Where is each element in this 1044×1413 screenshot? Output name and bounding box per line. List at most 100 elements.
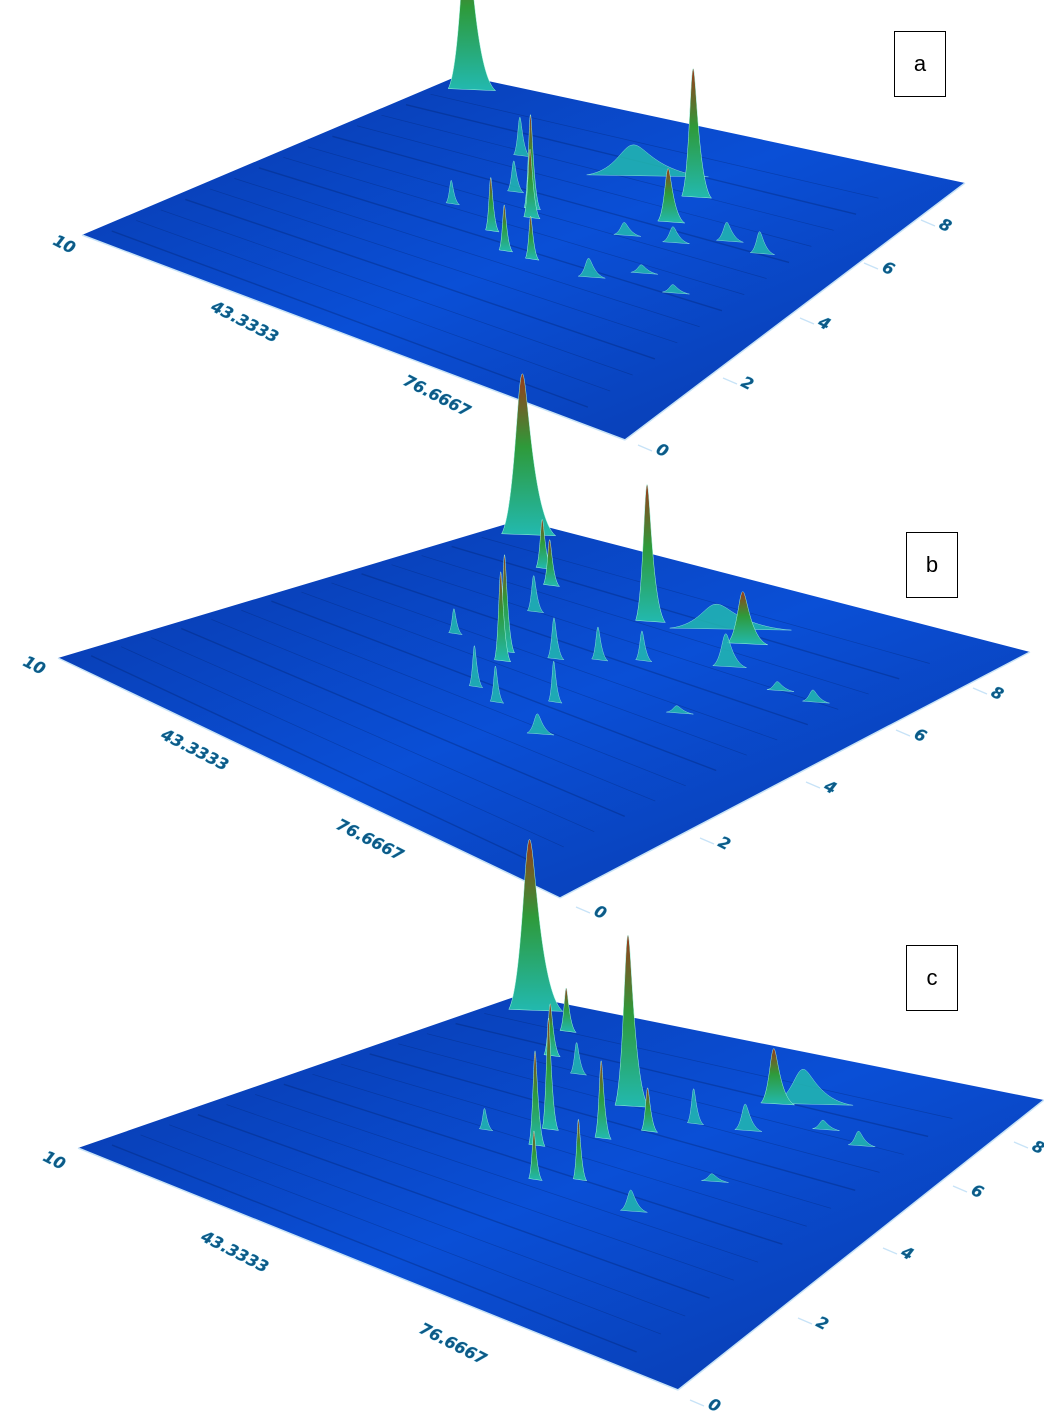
peak-mark <box>485 177 500 233</box>
peak-mark <box>572 1119 588 1182</box>
peak-mark <box>812 1119 840 1131</box>
y-tick-label: 8 <box>936 214 955 236</box>
y-tick-label: 8 <box>1029 1136 1044 1158</box>
y-tick-label: 2 <box>738 372 757 394</box>
panel-label-b: b <box>906 532 958 598</box>
y-tick-mark <box>972 687 988 695</box>
peak-mark <box>620 1189 648 1213</box>
y-tick-label: 4 <box>814 312 833 334</box>
peak-mark <box>594 1060 612 1140</box>
peak-mark <box>528 1050 546 1147</box>
chart-panel-a: 10 43.3333 76.6667 0 2 4 6 8 a <box>0 0 1044 470</box>
y-tick-label: 4 <box>820 776 839 798</box>
peak-mark <box>578 257 606 279</box>
peak-mark <box>662 226 690 245</box>
y-tick-label: 6 <box>879 257 898 279</box>
y-tick-mark <box>805 781 821 789</box>
peak-mark <box>701 1173 729 1183</box>
y-tick-mark <box>689 1399 705 1407</box>
panel-label-a: a <box>894 31 946 97</box>
y-tick-label: 2 <box>813 1312 832 1334</box>
y-axis-line <box>677 1099 1044 1391</box>
peak-mark <box>666 705 694 715</box>
y-tick-mark <box>797 1317 813 1325</box>
x-tick-label: 10 <box>40 1147 68 1174</box>
peak-mark <box>494 571 512 663</box>
peak-mark <box>630 264 658 275</box>
peak-mark <box>528 1130 543 1181</box>
y-tick-label: 0 <box>591 901 610 923</box>
peak-mark <box>766 681 795 692</box>
y-tick-label: 0 <box>705 1394 724 1413</box>
peak-mark <box>507 160 524 194</box>
y-tick-label: 2 <box>715 832 734 854</box>
peak-mark <box>662 284 690 295</box>
chart-panel-b: 10 43.3333 76.6667 0 2 4 6 8 b <box>0 373 1044 940</box>
peak-mark <box>541 1017 559 1131</box>
y-tick-mark <box>920 219 936 227</box>
peak-mark <box>445 180 460 206</box>
surface-floor <box>58 520 1030 898</box>
peak-mark <box>613 222 641 237</box>
y-tick-mark <box>637 444 653 452</box>
y-tick-mark <box>1013 1141 1029 1149</box>
surface-plot-c: 10 43.3333 76.6667 0 2 4 6 8 <box>40 839 1044 1413</box>
y-tick-mark <box>952 1185 968 1193</box>
peak-mark <box>591 626 609 662</box>
y-tick-label: 6 <box>968 1180 987 1202</box>
peak-mark <box>508 839 564 1012</box>
y-tick-label: 0 <box>653 439 672 461</box>
y-tick-mark <box>722 377 738 385</box>
peak-mark <box>513 116 531 158</box>
x-axis-line <box>57 657 561 899</box>
x-axis-line <box>77 1147 679 1391</box>
y-tick-mark <box>575 906 591 914</box>
baseline-streaks <box>111 1013 953 1353</box>
y-tick-mark <box>895 729 911 737</box>
peak-mark <box>547 617 565 661</box>
peak-mark <box>569 1042 587 1076</box>
peak-mark <box>733 1103 762 1132</box>
peak-mark <box>726 591 768 646</box>
peak-mark <box>489 665 505 704</box>
chart-panel-c: 10 43.3333 76.6667 0 2 4 6 8 c <box>0 839 1044 1413</box>
peak-mark <box>559 987 577 1033</box>
x-tick-label: 10 <box>50 231 78 258</box>
x-tick-label: 76.6667 <box>333 815 407 865</box>
y-tick-label: 6 <box>911 724 930 746</box>
y-axis-line <box>624 182 966 441</box>
peak-mark <box>468 645 484 689</box>
peak-mark <box>526 713 555 736</box>
y-tick-mark <box>799 317 815 325</box>
y-axis-line <box>559 651 1031 899</box>
peak-mark <box>681 68 713 199</box>
peak-mark <box>542 539 561 587</box>
peak-mark <box>802 689 830 704</box>
surface-floor <box>82 75 965 440</box>
x-tick-label: 76.6667 <box>416 1319 490 1369</box>
peak-mark <box>716 222 744 243</box>
peak-mark <box>448 608 463 635</box>
y-tick-mark <box>863 262 879 270</box>
peak-mark <box>498 204 514 253</box>
y-tick-label: 8 <box>988 682 1007 704</box>
peak-mark <box>686 1088 705 1126</box>
y-tick-mark <box>882 1247 898 1255</box>
x-tick-label: 43.3333 <box>197 1226 271 1276</box>
peak-mark <box>848 1130 876 1148</box>
peak-mark <box>749 231 775 255</box>
peak-mark <box>614 934 650 1108</box>
peak-mark <box>447 0 497 91</box>
peak-mark <box>760 1048 795 1106</box>
y-tick-mark <box>699 837 715 845</box>
peak-mark <box>478 1108 493 1132</box>
peak-mark <box>657 168 685 224</box>
x-tick-label: 10 <box>20 652 48 679</box>
y-tick-label: 4 <box>897 1242 916 1264</box>
peak-mark <box>771 1068 854 1106</box>
peak-mark <box>586 144 709 178</box>
peak-mark <box>525 215 540 261</box>
peak-mark <box>523 149 541 220</box>
